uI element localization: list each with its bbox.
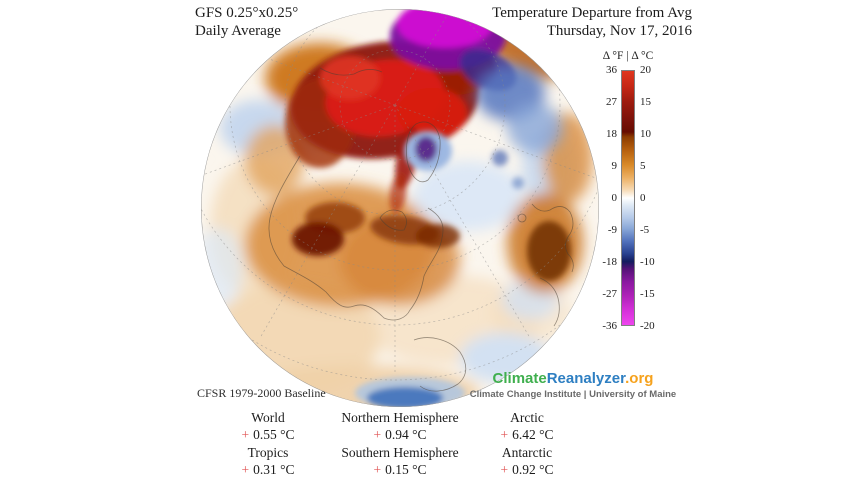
colorbar-tick-f: 9	[611, 160, 618, 172]
colorbar-tick-c: -15	[640, 288, 655, 300]
stat-value: +0.31 °C	[188, 462, 348, 478]
stat-value: +0.55 °C	[188, 427, 348, 443]
institute-subtitle: Climate Change Institute | University of…	[469, 389, 677, 400]
stat-southern-hemisphere: Southern Hemisphere +0.15 °C	[320, 445, 480, 478]
stat-label: Tropics	[247, 445, 289, 460]
colorbar-tick-f: 27	[606, 96, 617, 108]
value-text: 6.42 °C	[512, 427, 554, 442]
value-text: 0.94 °C	[385, 427, 427, 442]
colorbar-tick-c: -5	[640, 224, 650, 236]
model-header: GFS 0.25°x0.25° Daily Average	[195, 4, 298, 40]
stat-antarctic: Antarctic +0.92 °C	[447, 445, 607, 478]
colorbar-gradient	[621, 70, 635, 326]
stat-value: +6.42 °C	[447, 427, 607, 443]
colorbar-tick-c: 0	[640, 192, 646, 204]
stat-label: Northern Hemisphere	[341, 410, 459, 425]
colorbar-title: Δ °F | Δ °C	[602, 50, 654, 62]
plus-sign: +	[241, 427, 250, 442]
colorbar-tick-f: -9	[607, 224, 617, 236]
stat-arctic: Arctic +6.42 °C	[447, 410, 607, 443]
stat-label: Southern Hemisphere	[341, 445, 459, 460]
figure-date: Thursday, Nov 17, 2016	[546, 23, 692, 39]
stat-label: World	[251, 410, 285, 425]
stat-value: +0.92 °C	[447, 462, 607, 478]
model-name: GFS 0.25°x0.25°	[195, 5, 299, 21]
plus-sign: +	[373, 462, 382, 477]
stat-world: World +0.55 °C	[188, 410, 348, 443]
colorbar-tick-f: -36	[602, 320, 617, 332]
colorbar-tick-c: -20	[640, 320, 655, 332]
value-text: 0.55 °C	[253, 427, 295, 442]
colorbar-tick-c: 5	[640, 160, 646, 172]
title-header: Temperature Departure from Avg Thursday, …	[492, 4, 692, 40]
globe-map	[200, 8, 600, 408]
climate-reanalyzer-logo: ClimateReanalyzer.org	[483, 370, 663, 387]
colorbar-tick-f: 18	[606, 128, 617, 140]
plus-sign: +	[500, 427, 509, 442]
logo-org: .org	[625, 370, 654, 387]
colorbar-tick-f: -27	[602, 288, 617, 300]
logo-reanalyzer: Reanalyzer	[546, 370, 626, 387]
plus-sign: +	[500, 462, 509, 477]
stat-northern-hemisphere: Northern Hemisphere +0.94 °C	[320, 410, 480, 443]
stat-label: Antarctic	[501, 445, 553, 460]
value-text: 0.92 °C	[512, 462, 554, 477]
logo-climate: Climate	[492, 370, 547, 387]
stat-value: +0.15 °C	[320, 462, 480, 478]
model-aggregation: Daily Average	[195, 23, 281, 39]
globe-anomaly-svg	[201, 9, 599, 407]
colorbar-tick-c: -10	[640, 256, 655, 268]
stat-tropics: Tropics +0.31 °C	[188, 445, 348, 478]
plus-sign: +	[241, 462, 250, 477]
colorbar-tick-f: 0	[611, 192, 618, 204]
colorbar-tick-c: 10	[640, 128, 651, 140]
colorbar-tick-c: 15	[640, 96, 651, 108]
figure-title: Temperature Departure from Avg	[492, 5, 692, 21]
plus-sign: +	[373, 427, 382, 442]
stat-label: Arctic	[510, 410, 544, 425]
colorbar-tick-f: -18	[602, 256, 617, 268]
coastlines	[268, 67, 574, 392]
value-text: 0.31 °C	[253, 462, 295, 477]
value-text: 0.15 °C	[385, 462, 427, 477]
colorbar-tick-f: 36	[606, 64, 617, 76]
colorbar-tick-c: 20	[640, 64, 651, 76]
baseline-note: CFSR 1979-2000 Baseline	[197, 386, 326, 400]
stat-value: +0.94 °C	[320, 427, 480, 443]
